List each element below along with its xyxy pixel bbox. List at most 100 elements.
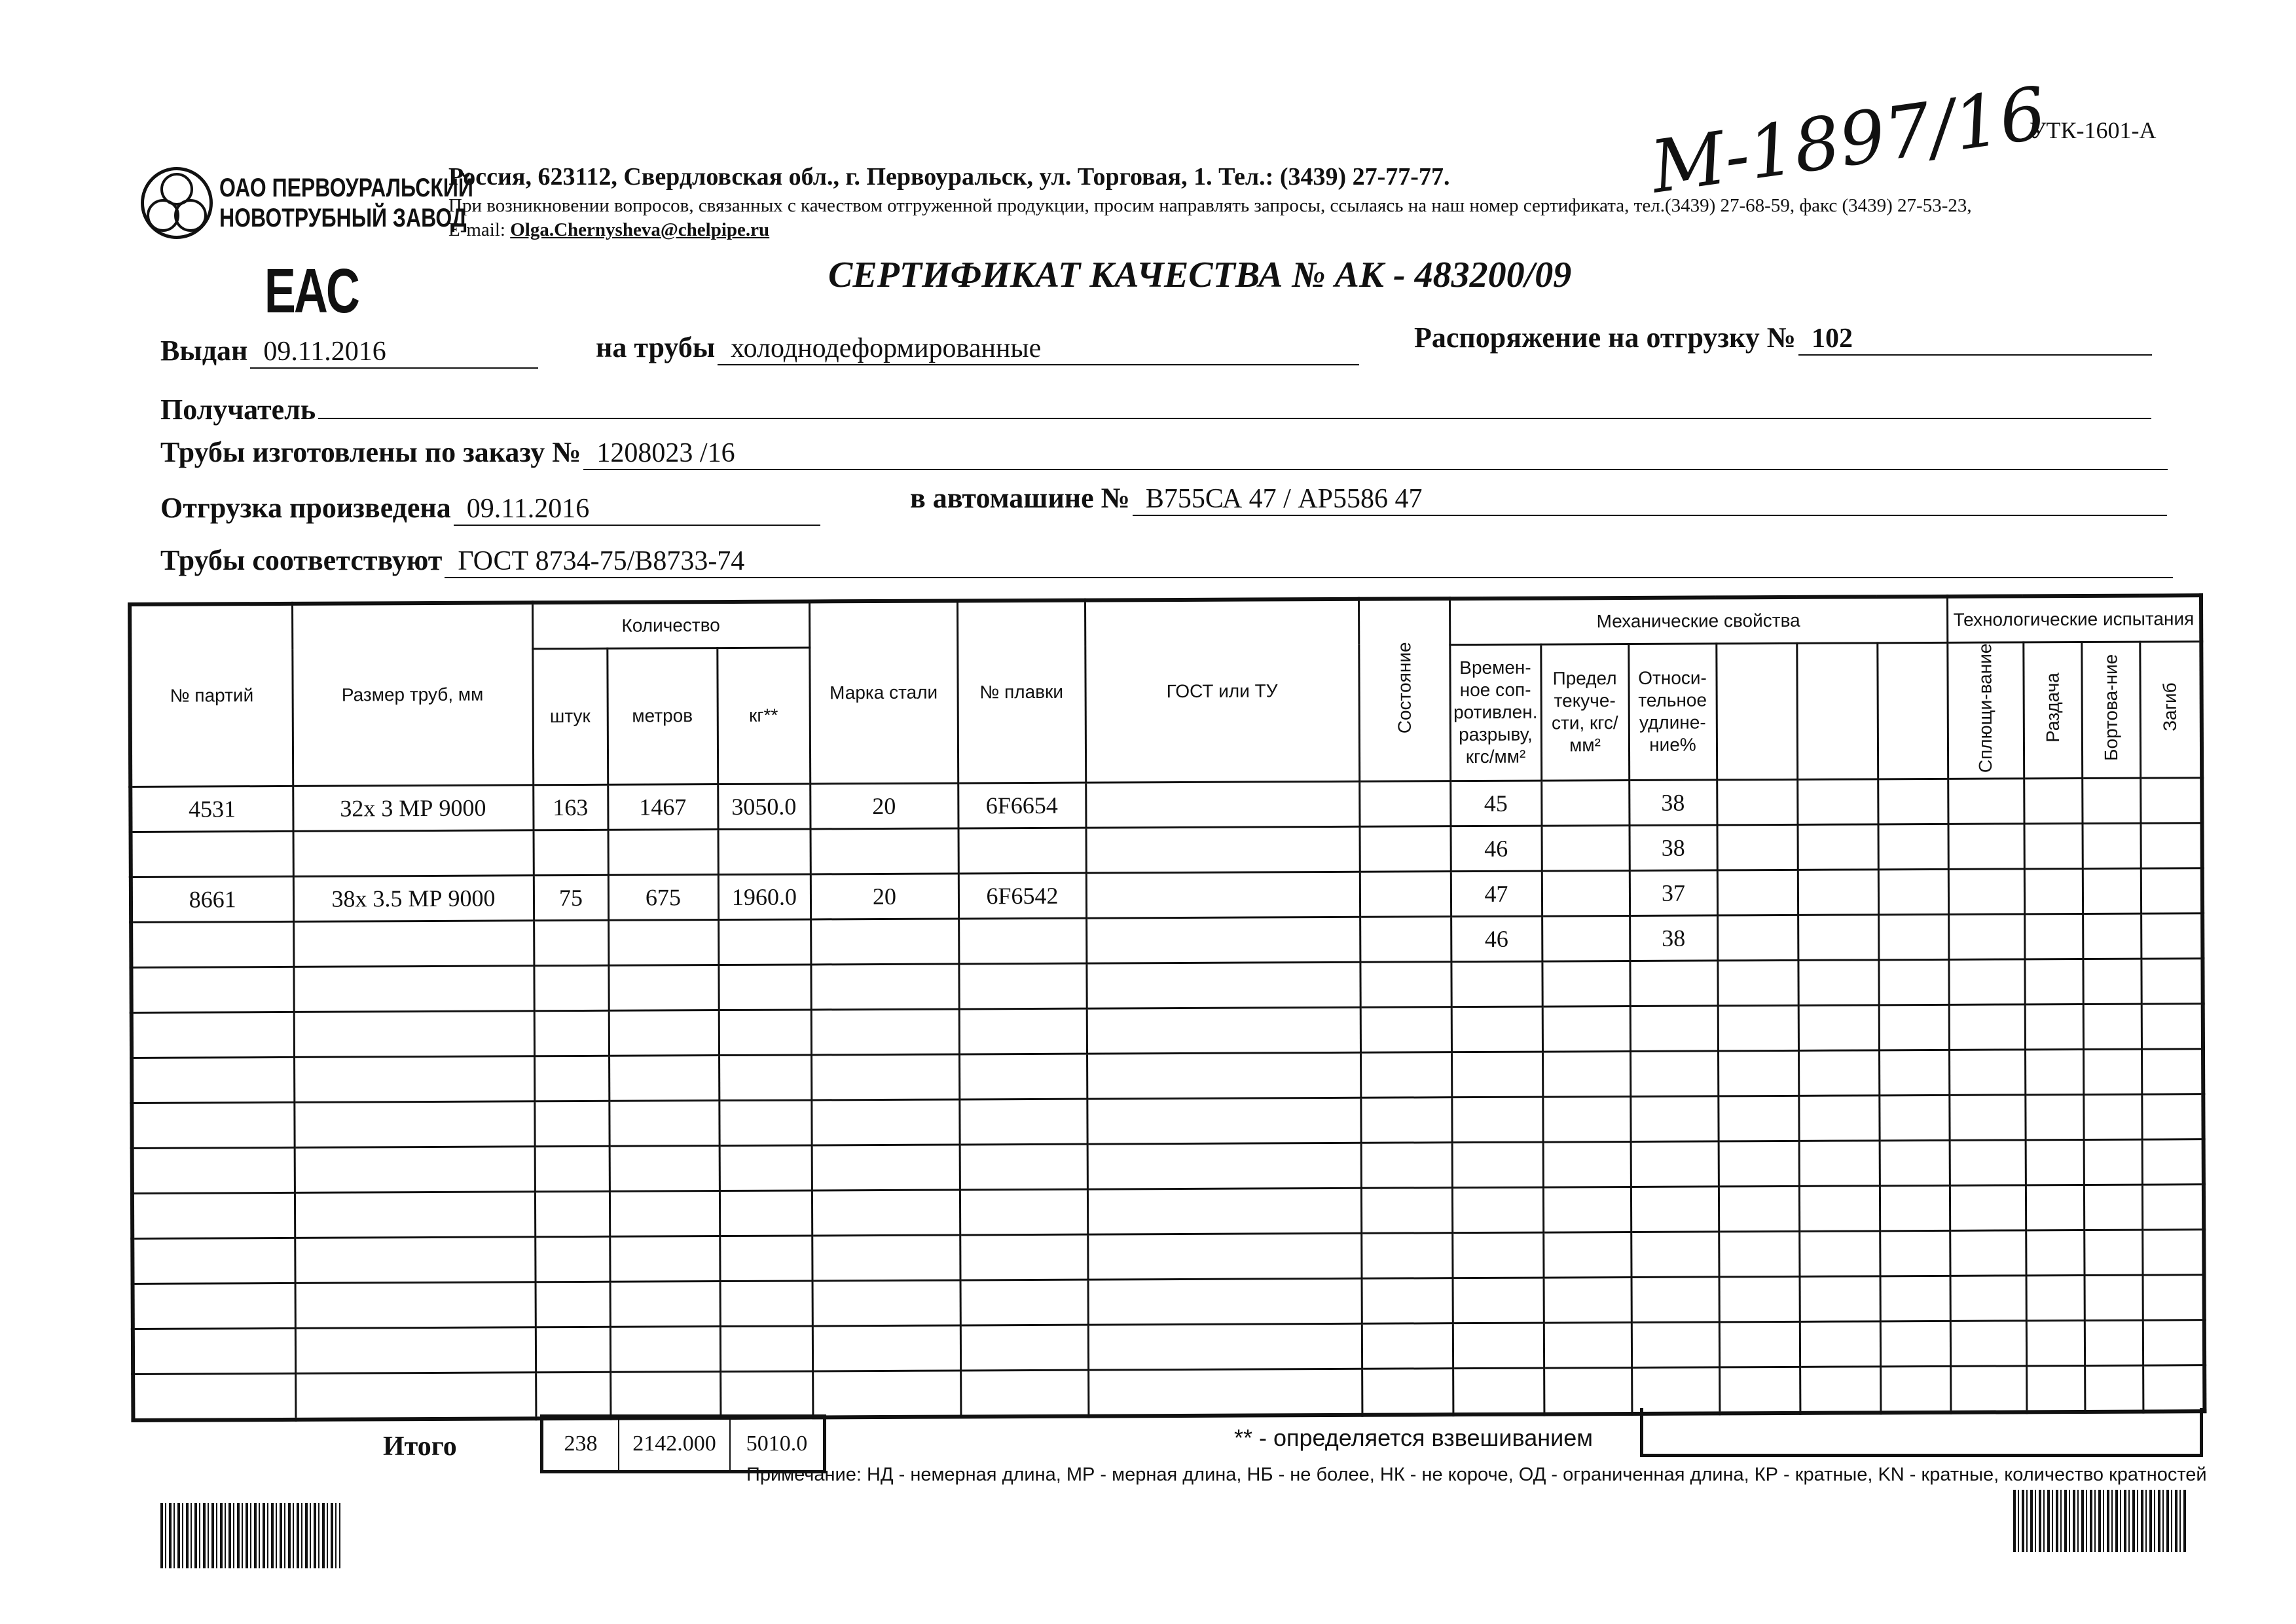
header-flange: Бортова-ние <box>2081 641 2141 779</box>
cell-e3 <box>1879 1185 1950 1231</box>
total-pcs: 238 <box>543 1418 619 1470</box>
cell-flange <box>2083 1049 2142 1095</box>
cell-e2 <box>1797 869 1879 915</box>
cell-heat <box>959 1189 1088 1235</box>
cell-kg <box>718 1009 812 1056</box>
cell-heat: 6F6542 <box>958 873 1087 919</box>
cell-tensile <box>1452 1323 1544 1369</box>
cell-bend <box>2143 1365 2205 1412</box>
header-expand-text: Раздача <box>2041 673 2063 743</box>
cell-pcs <box>534 1056 610 1101</box>
cell-yield <box>1542 1141 1631 1188</box>
header-state: Состояние <box>1358 599 1451 782</box>
made-value: 1208023 /16 <box>583 437 2168 470</box>
eac-mark: EAC <box>264 256 360 326</box>
cell-elong <box>1630 1050 1719 1097</box>
cell-expand <box>2025 1094 2084 1140</box>
cell-e3 <box>1878 824 1948 870</box>
header-heat: № плавки <box>957 600 1086 784</box>
cell-flat <box>1948 959 2025 1005</box>
cell-state <box>1360 1006 1452 1053</box>
certificate-table: № партий Размер труб, мм Количество Марк… <box>128 593 2207 1423</box>
cell-e3 <box>1880 1321 1951 1367</box>
cell-e1 <box>1719 1321 1800 1367</box>
cell-elong: 37 <box>1629 870 1718 916</box>
weighing-note: ** - определяется взвешиванием <box>1234 1424 1593 1451</box>
company-name-2: НОВОТРУБНЫЙ ЗАВОД <box>219 204 467 232</box>
cell-batch <box>132 1283 295 1329</box>
issued-value: 09.11.2016 <box>250 336 539 369</box>
cell-e1 <box>1718 1141 1799 1187</box>
cell-flange <box>2084 1275 2143 1321</box>
header-yield: Предел текуче-сти, кгс/мм² <box>1540 643 1630 781</box>
header-kg: кг** <box>717 647 811 784</box>
cell-size <box>295 1282 536 1329</box>
header-pcs: штук <box>532 648 608 785</box>
cell-e3 <box>1880 1276 1950 1321</box>
cell-meters <box>608 829 718 876</box>
company-logo: ОАО ПЕРВОУРАЛЬСКИЙ НОВОТРУБНЫЙ ЗАВОД <box>141 167 537 239</box>
email-label: E-mail: <box>448 219 505 240</box>
cell-state <box>1360 1097 1452 1143</box>
cell-elong <box>1630 1186 1719 1232</box>
cell-expand <box>2026 1275 2085 1321</box>
email-link[interactable]: Olga.Chernysheva@chelpipe.ru <box>510 219 770 240</box>
cell-grade <box>812 1234 960 1281</box>
form-code: УТК-1601-А <box>2030 117 2157 143</box>
cell-batch: 8661 <box>130 876 294 923</box>
cell-tensile: 47 <box>1450 871 1542 917</box>
cell-e1 <box>1718 1050 1799 1096</box>
header-tech: Технологические испытания <box>1946 595 2202 642</box>
cell-pcs <box>534 965 609 1011</box>
cell-flange <box>2085 1365 2143 1412</box>
recipient-label: Получатель <box>160 394 316 426</box>
cell-size <box>295 1327 536 1374</box>
cell-state <box>1361 1278 1453 1324</box>
cell-heat <box>958 828 1086 874</box>
cell-state <box>1361 1323 1453 1369</box>
header-bend: Загиб <box>2140 641 2202 779</box>
cell-e3 <box>1879 1095 1950 1141</box>
cell-pcs <box>534 1191 610 1237</box>
header-state-text: Состояние <box>1393 642 1415 734</box>
cell-expand <box>2024 868 2083 914</box>
cell-elong: 38 <box>1629 779 1717 826</box>
cell-kg <box>720 1235 812 1282</box>
cell-pcs: 75 <box>533 875 609 921</box>
cell-expand <box>2026 1320 2085 1366</box>
cell-grade <box>812 1280 960 1326</box>
cell-tensile <box>1451 1052 1543 1098</box>
cell-size <box>293 965 534 1012</box>
truck-value: В755СА 47 / АР5586 47 <box>1132 483 2167 516</box>
cell-flange <box>2083 913 2141 959</box>
cell-gost <box>1085 872 1360 919</box>
cell-batch <box>132 1057 295 1103</box>
cell-e3 <box>1878 914 1949 960</box>
cell-meters <box>609 1190 720 1237</box>
cell-flat <box>1948 868 2025 915</box>
cell-e1 <box>1719 1231 1800 1277</box>
shipped-label: Отгрузка произведена <box>160 492 451 524</box>
cell-kg: 1960.0 <box>718 874 811 920</box>
cell-batch: 4531 <box>130 786 293 832</box>
cell-elong <box>1631 1231 1719 1278</box>
cell-flat <box>1950 1275 2026 1321</box>
cell-e3 <box>1879 1140 1950 1186</box>
cell-kg <box>718 919 811 965</box>
cell-e2 <box>1798 959 1879 1006</box>
cell-e1 <box>1719 1276 1800 1322</box>
cell-kg <box>718 828 811 875</box>
cell-flat <box>1949 1049 2026 1096</box>
cell-size <box>293 830 534 877</box>
order-value: 102 <box>1798 323 2152 356</box>
cell-expand <box>2025 1139 2084 1185</box>
cell-e2 <box>1798 1095 1880 1141</box>
document-title: СЕРТИФИКАТ КАЧЕСТВА № АК - 483200/09 <box>828 255 1572 295</box>
cell-e1 <box>1718 1096 1799 1141</box>
header-quantity: Количество <box>532 601 810 649</box>
conform-value: ГОСТ 8734-75/В8733-74 <box>445 545 2174 578</box>
cell-yield <box>1541 825 1630 872</box>
header-batch: № партий <box>130 603 293 787</box>
pipes-row: на трубы холоднодеформированные <box>596 331 1360 365</box>
cell-e1 <box>1719 1367 1800 1414</box>
